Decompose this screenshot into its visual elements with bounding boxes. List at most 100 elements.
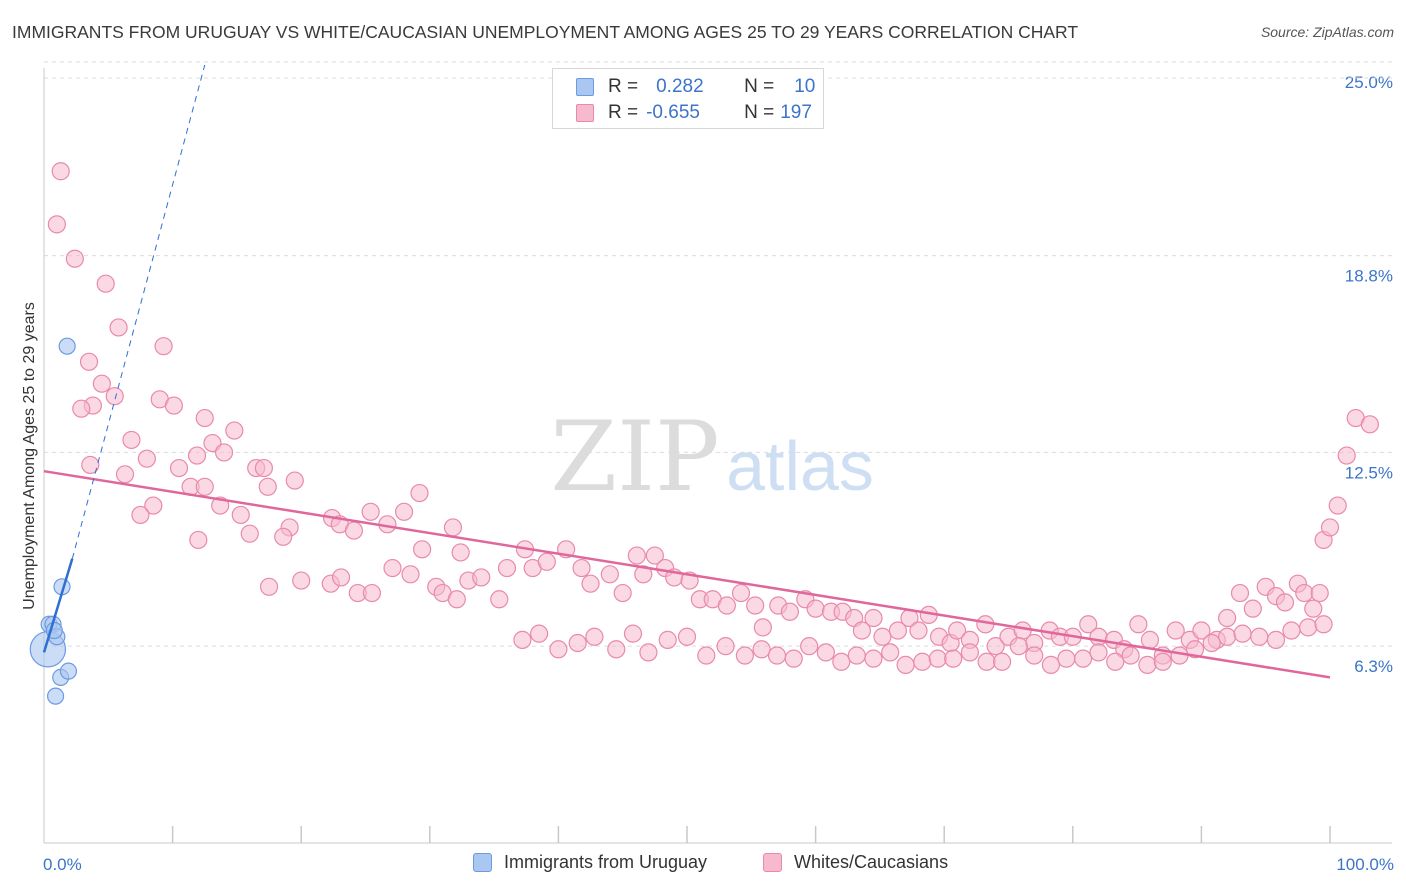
legend-swatch-blue	[576, 78, 594, 96]
whites-point	[96, 274, 115, 293]
legend-r-value: 0.282	[656, 76, 704, 97]
whites-point	[1320, 518, 1340, 537]
bottom-legend-uruguay: Immigrants from Uruguay	[473, 852, 707, 873]
whites-point	[896, 655, 915, 675]
whites-point	[1328, 496, 1347, 515]
whites-point	[832, 652, 851, 671]
whites-point	[383, 558, 402, 578]
whites-point	[1192, 621, 1211, 640]
bottom-legend-label: Whites/Caucasians	[794, 852, 949, 872]
whites-point	[1275, 593, 1295, 612]
whites-point	[816, 643, 835, 662]
whites-point	[634, 565, 653, 584]
whites-point	[1250, 627, 1269, 646]
whites-point	[109, 318, 128, 337]
whites-point	[401, 565, 420, 584]
whites-point	[362, 583, 382, 603]
whites-point	[394, 502, 414, 521]
uruguay-trend-extension	[71, 64, 206, 559]
whites-point	[639, 643, 658, 662]
legend-n-label: N =	[744, 76, 775, 97]
whites-point	[1243, 599, 1262, 618]
whites-point	[144, 496, 163, 515]
x-tick-label: 0.0%	[43, 855, 82, 874]
chart-title: IMMIGRANTS FROM URUGUAY VS WHITE/CAUCASI…	[12, 22, 1079, 42]
whites-point	[258, 477, 277, 496]
bottom-legend-label: Immigrants from Uruguay	[504, 852, 708, 872]
whites-point	[169, 458, 189, 478]
uruguay-point	[46, 687, 65, 705]
whites-point	[105, 387, 124, 406]
correlation-legend: R = 0.282 N = 10 R = -0.655 N = 197	[552, 68, 824, 129]
whites-point	[195, 408, 214, 428]
legend-row-whites: R = -0.655 N = 197	[553, 101, 812, 125]
bottom-legend-whites: Whites/Caucasians	[763, 852, 948, 873]
whites-point	[607, 640, 626, 659]
whites-point	[767, 646, 787, 665]
whites-point	[81, 455, 100, 475]
whites-point	[451, 543, 470, 562]
whites-point	[1304, 599, 1323, 618]
whites-point	[944, 649, 963, 668]
whites-point	[746, 596, 765, 615]
bottom-legend-swatch-pink	[763, 853, 782, 872]
legend-row-uruguay: R = 0.282 N = 10	[553, 75, 815, 99]
whites-point	[51, 162, 70, 181]
whites-point	[697, 646, 716, 665]
whites-point	[613, 583, 632, 603]
whites-point	[443, 518, 463, 537]
whites-point	[1089, 627, 1108, 646]
whites-point	[581, 574, 600, 593]
whites-point	[361, 502, 380, 521]
whites-point	[549, 640, 568, 659]
whites-point	[1057, 649, 1076, 668]
whites-point	[986, 637, 1005, 656]
uruguay-trend-line	[42, 558, 74, 653]
whites-point	[472, 568, 491, 587]
watermark-zip: ZIP	[550, 401, 719, 513]
whites-point	[1337, 446, 1356, 465]
whites-point	[137, 449, 156, 468]
whites-point	[1106, 652, 1125, 671]
legend-n-value: 197	[780, 102, 812, 123]
whites-point	[1282, 621, 1301, 640]
bottom-legend-swatch-blue	[473, 853, 492, 872]
whites-point	[928, 649, 947, 668]
whites-point	[881, 643, 900, 662]
whites-point	[1230, 583, 1250, 603]
uruguay-point	[59, 662, 78, 680]
whites-point	[864, 608, 883, 628]
whites-point	[1073, 649, 1093, 668]
whites-point	[214, 443, 234, 462]
whites-point	[1299, 618, 1318, 637]
y-tick-label: 18.8%	[1345, 267, 1393, 286]
whites-point	[800, 637, 819, 656]
y-axis-label: Unemployment Among Ages 25 to 29 years	[21, 302, 38, 610]
whites-point	[1185, 640, 1205, 659]
whites-point	[1166, 621, 1185, 640]
whites-point	[490, 590, 509, 609]
whites-point	[72, 399, 91, 418]
whites-point	[1314, 615, 1333, 634]
whites-point	[847, 646, 866, 665]
whites-point	[1170, 646, 1189, 665]
whites-point	[572, 558, 591, 578]
whites-point	[225, 421, 244, 440]
whites-point	[47, 215, 66, 234]
whites-point	[254, 458, 274, 478]
whites-point	[412, 540, 432, 559]
whites-point	[716, 637, 735, 656]
legend-r-value: -0.655	[646, 102, 700, 123]
whites-point	[274, 527, 293, 546]
legend-n-label: N =	[744, 102, 775, 123]
whites-point	[1041, 655, 1061, 675]
whites-point	[731, 583, 751, 603]
whites-point	[447, 590, 466, 609]
y-tick-label: 6.3%	[1354, 657, 1393, 676]
whites-point	[717, 596, 736, 615]
whites-point	[537, 552, 556, 571]
whites-trend-line	[43, 469, 1331, 679]
whites-point	[122, 430, 141, 450]
whites-point	[187, 446, 207, 465]
